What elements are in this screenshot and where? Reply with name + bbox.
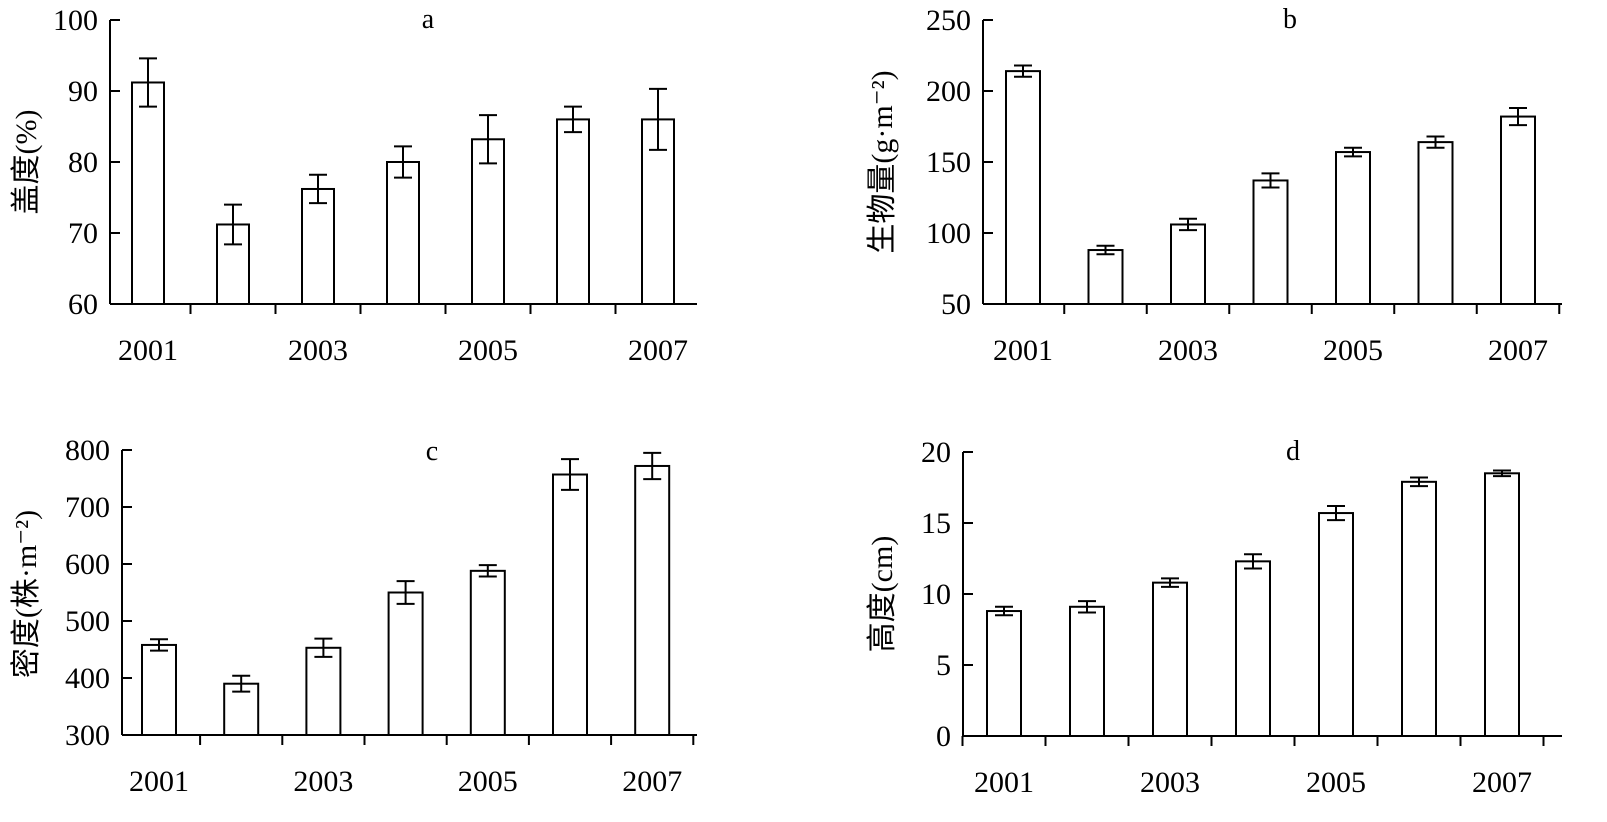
panel-d-y-tick-label: 15 [921,507,951,540]
panel-b-y-tick-label: 100 [926,217,971,250]
panel-c-x-tick-label: 2001 [129,765,189,798]
panel-a-y-axis-title: 盖度(%) [10,110,43,215]
panel-c-y-tick-label: 600 [65,548,110,581]
panel-c-label: c [426,436,438,467]
panel-c-y-tick-label: 800 [65,434,110,467]
panel-c-y-axis-title: 密度(株·m⁻²) [10,510,43,678]
panel-d-bar-2001 [986,610,1022,737]
panel-c-bar-2004 [387,591,424,736]
panel-a: a 盖度(%) 60 70 80 90 100 2001 2003 2005 2007 [10,4,697,367]
panel-b-y-axis-title: 生物量(g·m⁻²) [866,70,899,253]
panel-b-bar-2005 [1335,151,1371,305]
panel-a-x-tick-label: 2003 [288,334,348,367]
panel-c-y-tick-label: 700 [65,491,110,524]
panel-c-bar-2001 [141,643,177,736]
panel-b-x-tick-label: 2007 [1488,334,1548,367]
panel-a-y-tick-label: 90 [68,75,98,108]
panel-a-y-tick-label: 70 [68,217,98,250]
panel-a-y-tick-label: 100 [53,4,98,37]
panel-b-x-tick-label: 2003 [1158,334,1218,367]
panel-d-label: d [1286,436,1300,467]
panel-c-x-tick-label: 2003 [293,765,353,798]
panel-d-y-tick-label: 10 [921,578,951,611]
panel-d-x-tick-label: 2003 [1140,766,1200,799]
panel-a-x-tick-label: 2007 [628,334,688,367]
panel-d-y-tick-label: 0 [936,720,951,753]
panel-c-bar-2005 [469,569,506,737]
panel-c-x-tick-label: 2007 [622,765,682,798]
panel-b-y-tick-label: 200 [926,75,971,108]
panel-c-y-tick-label: 300 [65,719,110,752]
panel-b-bar-2001 [1005,70,1041,306]
panel-c-bar-2007 [634,464,671,736]
panel-d-bar-2003 [1152,581,1188,738]
panel-a-x-tick-label: 2001 [118,334,178,367]
panel-c: c 密度(株·m⁻²) 300 400 500 600 700 800 2001 2003 20… [10,434,697,798]
panel-b-x-tick-label: 2005 [1323,334,1383,367]
panel-a-y-tick-label: 60 [68,288,98,321]
panel-a-bar-2004 [386,161,420,305]
panel-d-bar-2005 [1318,512,1354,737]
panel-b-y-tick-label: 250 [926,4,971,37]
panel-a-bar-2006 [556,118,590,306]
panel-d-x-tick-label: 2007 [1472,766,1532,799]
panel-b-bar-2004 [1252,179,1289,306]
panel-c-y-tick-label: 400 [65,662,110,695]
panel-a-bar-2001 [131,81,165,306]
panel-a-plot: 60 70 80 90 100 2001 2003 2005 2007 [53,4,688,367]
panel-d-x-tick-label: 2001 [974,766,1034,799]
panel-d-y-tick-label: 5 [936,649,951,682]
panel-b-bar-2003 [1170,223,1206,305]
panel-b-y-tick-label: 150 [926,146,971,179]
panel-b: b 生物量(g·m⁻²) 50 100 150 200 250 2001 2003 2005 2… [866,4,1562,367]
panel-a-x-tick-label: 2005 [458,334,518,367]
panel-b-label: b [1283,4,1297,35]
panel-d: d 高度(cm) 0 5 10 15 20 2001 2003 2005 2007 [866,436,1562,799]
panel-a-label: a [422,4,435,35]
panel-d-bar-2004 [1235,560,1271,738]
panel-d-y-axis-title: 高度(cm) [866,536,899,653]
panel-d-y-tick-label: 20 [921,436,951,469]
panel-b-y-tick-label: 50 [941,288,971,321]
panel-d-plot: 0 5 10 15 20 2001 2003 2005 2007 [921,436,1545,799]
panel-c-plot: 300 400 500 600 700 800 2001 2003 2005 2007 [65,434,695,798]
panel-d-bar-2002 [1069,605,1105,738]
panel-c-bar-2003 [305,646,342,736]
panel-b-bar-2006 [1417,141,1454,305]
panel-d-bar-2007 [1484,472,1520,737]
panel-c-x-tick-label: 2005 [458,765,518,798]
panel-b-bar-2007 [1500,115,1536,305]
panel-b-bar-2002 [1087,249,1124,305]
panel-a-y-tick-label: 80 [68,146,98,179]
panel-d-bar-2006 [1401,480,1437,737]
panel-a-bar-2003 [301,187,335,305]
panel-c-bar-2006 [552,473,588,736]
panel-d-x-tick-label: 2005 [1306,766,1366,799]
panel-c-y-tick-label: 500 [65,605,110,638]
panel-b-plot: 50 100 150 200 250 2001 2003 2005 2007 [926,4,1561,367]
panel-b-x-tick-label: 2001 [993,334,1053,367]
